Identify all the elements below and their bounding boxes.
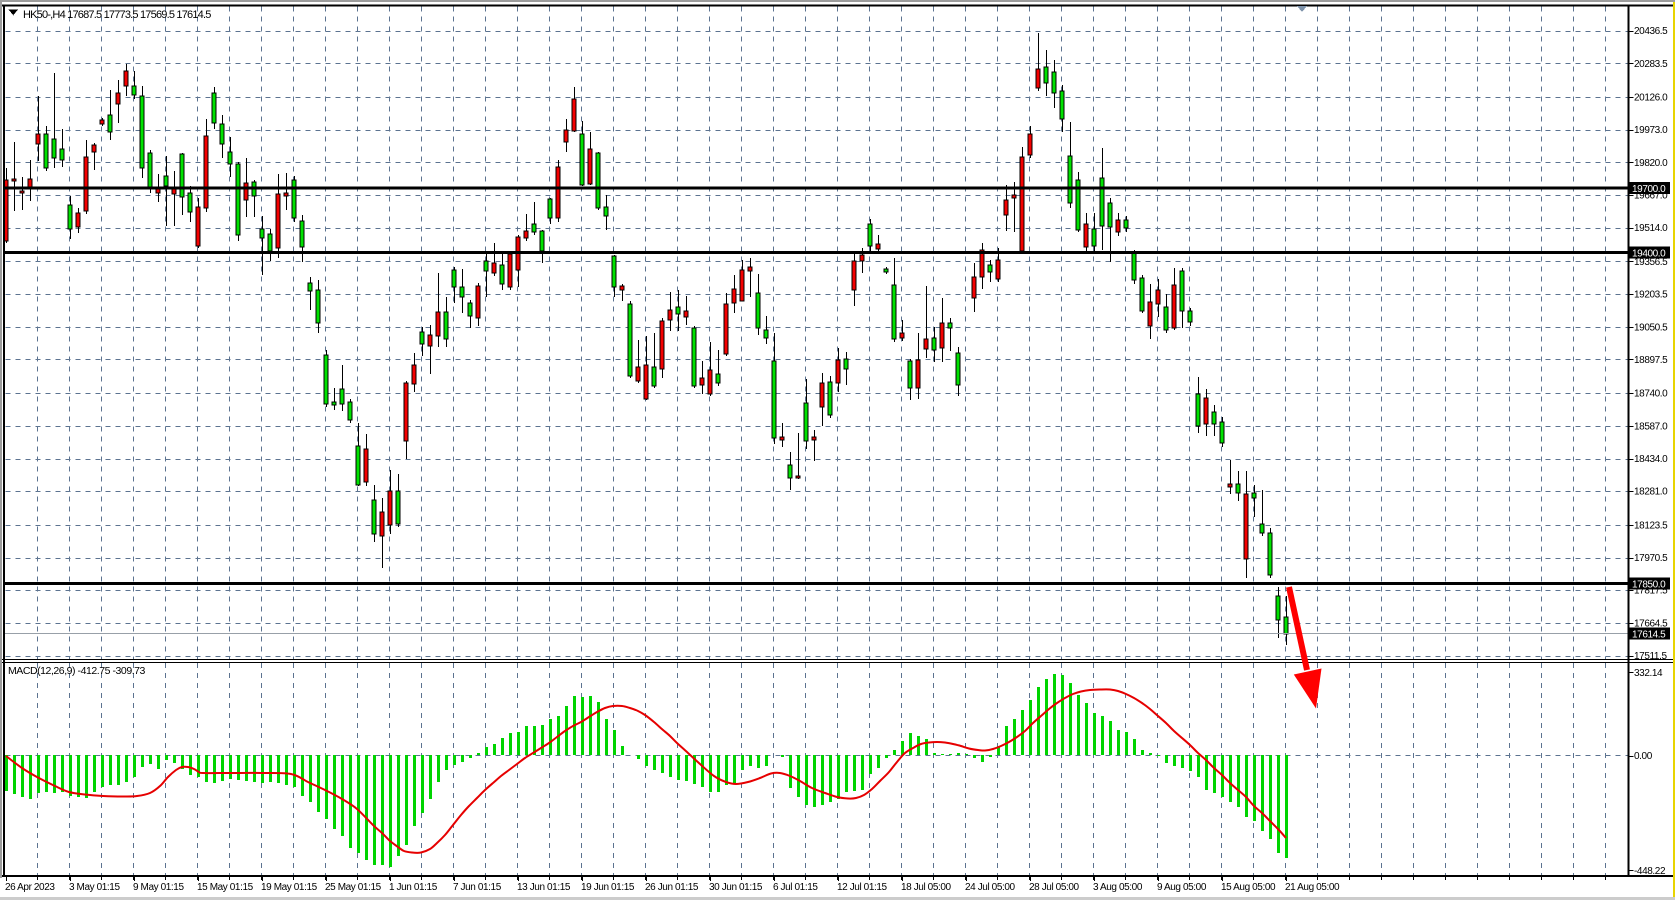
svg-text:18740.0: 18740.0 — [1634, 389, 1668, 400]
svg-text:20126.0: 20126.0 — [1634, 93, 1668, 104]
svg-text:17511.5: 17511.5 — [1634, 651, 1667, 662]
svg-text:20283.5: 20283.5 — [1634, 59, 1668, 70]
svg-text:17664.5: 17664.5 — [1634, 618, 1668, 629]
svg-text:332.14: 332.14 — [1634, 668, 1663, 679]
svg-text:18 Jul 05:00: 18 Jul 05:00 — [901, 882, 952, 893]
svg-text:19820.0: 19820.0 — [1634, 158, 1668, 169]
svg-text:19514.0: 19514.0 — [1634, 223, 1668, 234]
svg-text:26 Jun 01:15: 26 Jun 01:15 — [645, 882, 699, 893]
svg-text:24 Jul 05:00: 24 Jul 05:00 — [965, 882, 1016, 893]
svg-text:21 Aug 05:00: 21 Aug 05:00 — [1285, 882, 1340, 893]
svg-text:15 Aug 05:00: 15 Aug 05:00 — [1221, 882, 1276, 893]
svg-text:3 Aug 05:00: 3 Aug 05:00 — [1093, 882, 1143, 893]
svg-text:13 Jun 01:15: 13 Jun 01:15 — [517, 882, 571, 893]
svg-text:19400.0: 19400.0 — [1632, 249, 1666, 260]
svg-text:19 May 01:15: 19 May 01:15 — [261, 882, 318, 893]
svg-text:17614.5: 17614.5 — [1632, 630, 1666, 641]
svg-text:17817.5: 17817.5 — [1634, 586, 1668, 597]
svg-text:19700.0: 19700.0 — [1632, 184, 1666, 195]
svg-text:9 Aug 05:00: 9 Aug 05:00 — [1157, 882, 1207, 893]
svg-text:28 Jul 05:00: 28 Jul 05:00 — [1029, 882, 1080, 893]
svg-text:0.00: 0.00 — [1634, 751, 1653, 762]
svg-text:HK50-,H4 17687.5 17773.5 1756: HK50-,H4 17687.5 17773.5 17569.5 17614.5 — [23, 9, 211, 21]
svg-text:1 Jun 01:15: 1 Jun 01:15 — [389, 882, 438, 893]
svg-text:18897.5: 18897.5 — [1634, 355, 1668, 366]
svg-text:12 Jul 01:15: 12 Jul 01:15 — [837, 882, 888, 893]
svg-text:19973.0: 19973.0 — [1634, 125, 1668, 136]
svg-text:17970.5: 17970.5 — [1634, 553, 1668, 564]
svg-text:19356.5: 19356.5 — [1634, 257, 1668, 268]
svg-text:18587.0: 18587.0 — [1634, 421, 1668, 432]
svg-text:26 Apr 2023: 26 Apr 2023 — [5, 882, 55, 893]
svg-text:17850.0: 17850.0 — [1632, 580, 1666, 591]
svg-text:6 Jul 01:15: 6 Jul 01:15 — [773, 882, 818, 893]
svg-text:7 Jun 01:15: 7 Jun 01:15 — [453, 882, 502, 893]
svg-text:MACD(12,26,9) -412.75 -309.73: MACD(12,26,9) -412.75 -309.73 — [8, 665, 146, 677]
svg-text:19203.5: 19203.5 — [1634, 290, 1668, 301]
svg-text:19050.5: 19050.5 — [1634, 322, 1668, 333]
svg-text:25 May 01:15: 25 May 01:15 — [325, 882, 382, 893]
svg-text:18123.5: 18123.5 — [1634, 520, 1668, 531]
svg-text:-448.22: -448.22 — [1634, 866, 1666, 877]
svg-text:30 Jun 01:15: 30 Jun 01:15 — [709, 882, 763, 893]
svg-text:19667.0: 19667.0 — [1634, 191, 1668, 202]
svg-text:15 May 01:15: 15 May 01:15 — [197, 882, 254, 893]
svg-text:9 May 01:15: 9 May 01:15 — [133, 882, 184, 893]
svg-text:18281.0: 18281.0 — [1634, 487, 1668, 498]
svg-text:20436.5: 20436.5 — [1634, 26, 1668, 37]
svg-text:3 May 01:15: 3 May 01:15 — [69, 882, 120, 893]
svg-text:18434.0: 18434.0 — [1634, 454, 1668, 465]
svg-text:19 Jun 01:15: 19 Jun 01:15 — [581, 882, 635, 893]
